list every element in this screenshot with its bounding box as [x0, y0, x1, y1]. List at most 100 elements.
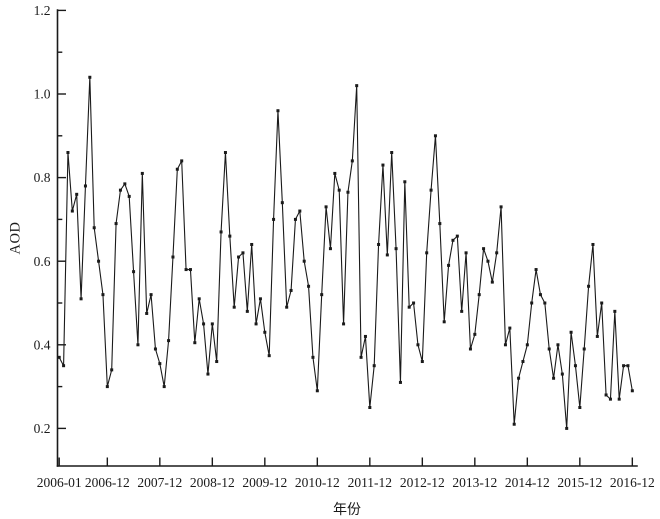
series-markers [57, 75, 634, 430]
data-point [503, 343, 507, 347]
data-point [241, 251, 245, 255]
data-point [302, 259, 306, 263]
data-point [613, 309, 617, 313]
data-point [136, 343, 140, 347]
y-tick-label: 0.6 [34, 254, 51, 269]
data-point [394, 247, 398, 251]
x-tick-label: 2013-12 [452, 475, 497, 490]
data-point [359, 355, 363, 359]
data-point [79, 297, 83, 301]
x-tick-label: 2010-12 [295, 475, 340, 490]
data-point [377, 242, 381, 246]
data-point [490, 280, 494, 284]
data-point [630, 389, 634, 393]
data-point [617, 397, 621, 401]
data-point [333, 171, 337, 175]
axes [56, 9, 638, 467]
data-point [569, 330, 573, 334]
data-point [381, 163, 385, 167]
data-point [547, 347, 551, 351]
data-point [315, 389, 319, 393]
data-point [530, 301, 534, 305]
data-point [171, 255, 175, 259]
data-point [88, 75, 92, 79]
data-point [578, 406, 582, 409]
data-point [403, 180, 407, 184]
data-point [591, 242, 595, 246]
data-point [263, 330, 267, 334]
x-axis-title: 年份 [333, 503, 361, 518]
data-point [153, 347, 157, 351]
data-point [337, 188, 341, 192]
data-point [604, 393, 608, 397]
x-tick-label: 2006-12 [85, 475, 130, 490]
data-point [587, 284, 591, 288]
data-point [280, 201, 284, 205]
data-point [390, 151, 394, 155]
data-point [272, 217, 276, 221]
data-point [320, 293, 324, 297]
data-point [600, 301, 604, 305]
y-axis-title: AOD [7, 221, 24, 255]
data-point [608, 397, 612, 401]
data-point [127, 194, 131, 198]
data-point [455, 234, 459, 238]
x-tick-label: 2015-12 [557, 475, 602, 490]
data-point [149, 293, 153, 297]
data-point [57, 355, 61, 359]
x-tick-label: 2012-12 [400, 475, 445, 490]
data-point [228, 234, 232, 238]
data-point [70, 209, 74, 213]
data-point [560, 372, 564, 376]
data-point [512, 422, 516, 426]
data-point [62, 364, 66, 368]
data-point [232, 305, 236, 309]
data-point [293, 217, 297, 221]
data-point [525, 343, 529, 347]
data-point [66, 151, 70, 155]
data-point [355, 84, 359, 88]
x-tick-label: 2009-12 [242, 475, 287, 490]
data-point [197, 297, 201, 301]
data-point [412, 301, 416, 305]
data-point [626, 364, 630, 368]
data-point [433, 134, 437, 138]
data-point [477, 293, 481, 297]
data-point [267, 354, 271, 358]
data-point [573, 364, 577, 368]
data-point [552, 376, 556, 380]
data-point [460, 309, 464, 313]
data-point [420, 360, 424, 364]
data-point [223, 151, 227, 155]
data-point [206, 372, 210, 376]
data-point [202, 322, 206, 326]
data-point [132, 270, 136, 274]
data-point [210, 322, 214, 326]
data-point [193, 341, 197, 345]
data-point [92, 226, 96, 230]
data-point [219, 230, 223, 234]
data-point [416, 343, 420, 347]
data-point [250, 242, 254, 246]
data-point [162, 385, 166, 389]
data-point [595, 334, 599, 338]
x-ticks [58, 457, 634, 466]
data-point [438, 222, 442, 226]
data-point [298, 209, 302, 213]
data-point [350, 159, 354, 163]
data-point [363, 334, 367, 338]
data-point [215, 360, 219, 364]
data-point [543, 301, 547, 305]
data-point [517, 376, 521, 380]
x-tick-label: 2006-01 [37, 475, 82, 490]
series-line [58, 76, 633, 429]
data-point [538, 293, 542, 297]
data-point [508, 326, 512, 330]
data-point [407, 305, 411, 309]
data-point [534, 268, 538, 272]
data-point [372, 364, 376, 368]
data-point [447, 263, 451, 267]
data-point [385, 253, 389, 257]
